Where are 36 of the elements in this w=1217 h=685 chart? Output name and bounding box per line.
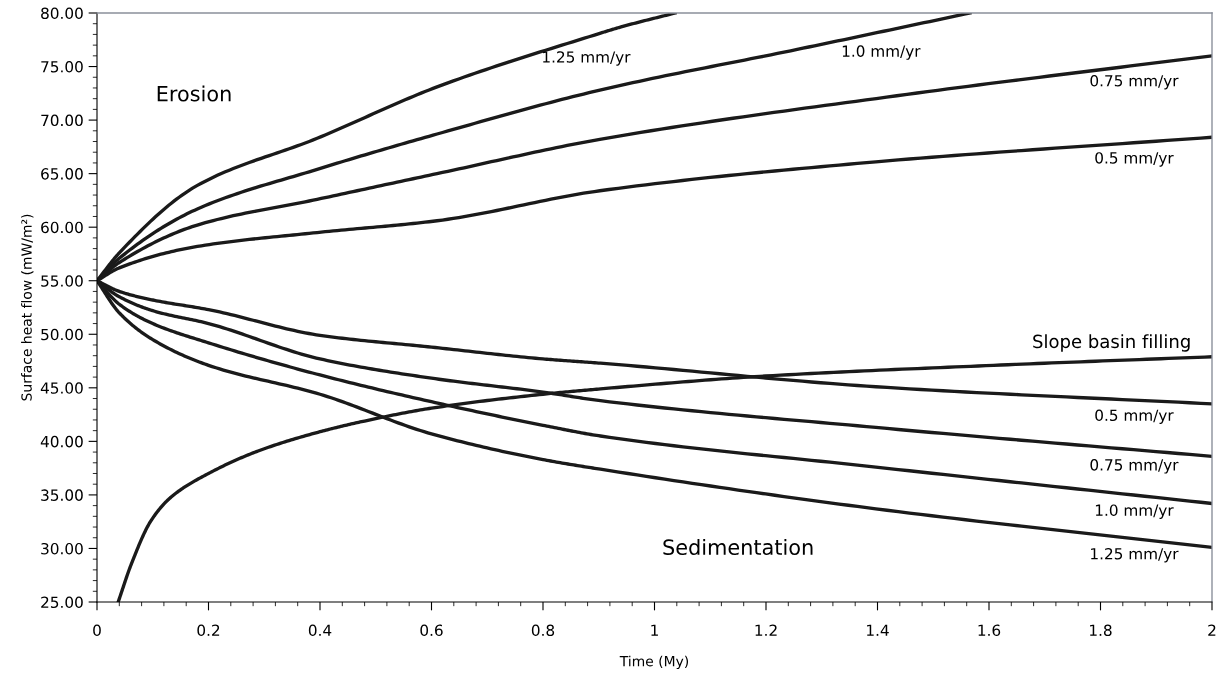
y-tick-label: 50.00	[41, 328, 83, 341]
x-tick-label: 1.2	[755, 624, 777, 636]
x-tick-label: 0.6	[420, 624, 443, 637]
series-label: 0.75 mm/yr	[1090, 74, 1179, 90]
y-axis-title: Surface heat flow (mW/m²)	[21, 214, 34, 401]
y-tick-label: 35.00	[41, 489, 83, 501]
y-tick-label: 65.00	[41, 168, 83, 180]
series-label: 0.5 mm/yr	[1095, 152, 1174, 167]
series-label: Slope basin filling	[1033, 334, 1190, 352]
series-label: 0.75 mm/yr	[1090, 459, 1179, 474]
x-axis-title: Time (My)	[619, 655, 689, 670]
x-tick-label: 0.2	[197, 624, 220, 637]
x-tick-label: 0.4	[308, 624, 332, 637]
y-tick-label: 75.00	[41, 61, 83, 73]
y-tick-label: 70.00	[41, 114, 83, 127]
y-tick-label: 55.00	[41, 275, 83, 287]
series-label: 1.25 mm/yr	[543, 51, 631, 66]
x-tick-label: 1.6	[978, 624, 1001, 637]
series-label: 0.5 mm/yr	[1095, 409, 1174, 424]
x-tick-label: 1.8	[1090, 624, 1112, 637]
series-label: 1.0 mm/yr	[842, 45, 921, 60]
y-tick-label: 40.00	[40, 435, 83, 448]
series-label: 1.0 mm/yr	[1095, 504, 1174, 519]
x-tick-label: 1	[651, 624, 658, 636]
x-tick-label: 0	[93, 624, 101, 637]
x-tick-label: 0.8	[531, 624, 555, 637]
series-label: 1.25 mm/yr	[1091, 547, 1179, 563]
y-tick-label: 45.00	[40, 382, 83, 394]
annotation: Erosion	[157, 85, 231, 102]
y-tick-label: 60.00	[41, 221, 83, 234]
y-tick-label: 30.00	[41, 542, 83, 555]
x-tick-label: 2	[1208, 624, 1216, 636]
y-tick-label: 25.00	[41, 596, 83, 609]
annotation: Sedimentation	[663, 538, 813, 556]
x-tick-label: 1.4	[867, 624, 889, 636]
y-tick-label: 80.00	[41, 7, 83, 20]
